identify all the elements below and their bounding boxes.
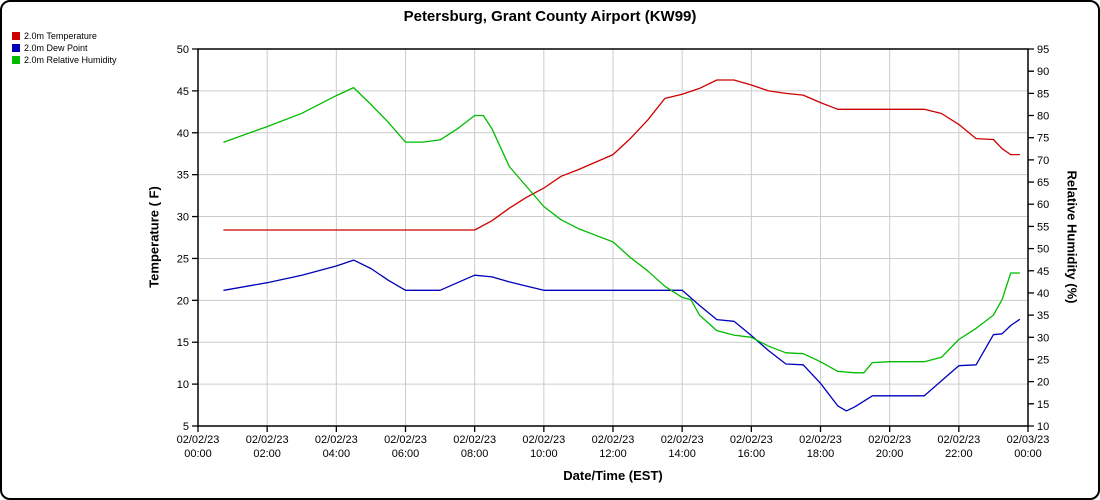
left-tick-label: 15: [177, 337, 189, 349]
x-tick-date: 02/02/23: [661, 434, 704, 446]
x-tick-time: 14:00: [668, 448, 696, 460]
right-tick-label: 85: [1037, 88, 1049, 100]
legend-label-dew-point: 2.0m Dew Point: [24, 43, 88, 53]
right-tick-label: 55: [1037, 221, 1049, 233]
right-tick-label: 75: [1037, 133, 1049, 145]
x-tick-date: 02/02/23: [730, 434, 773, 446]
x-tick-time: 00:00: [1014, 448, 1042, 460]
x-tick-date: 02/02/23: [246, 434, 289, 446]
relative-humidity-swatch-icon: [12, 56, 20, 64]
x-tick-date: 02/02/23: [315, 434, 358, 446]
x-tick-time: 08:00: [461, 448, 489, 460]
right-tick-label: 10: [1037, 421, 1049, 433]
dew-point-line: [223, 259, 1021, 412]
right-tick-label: 90: [1037, 66, 1049, 78]
right-tick-label: 60: [1037, 199, 1049, 211]
left-tick-label: 5: [183, 421, 189, 433]
x-tick-time: 16:00: [738, 448, 766, 460]
left-tick-label: 10: [177, 379, 189, 391]
legend-item-dew-point: 2.0m Dew Point: [12, 42, 117, 54]
right-tick-label: 95: [1037, 44, 1049, 56]
right-tick-label: 35: [1037, 310, 1049, 322]
left-tick-label: 50: [177, 44, 189, 56]
y-axis-right-title: Relative Humidity (%): [1064, 170, 1080, 304]
left-tick-label: 40: [177, 128, 189, 140]
left-tick-label: 20: [177, 295, 189, 307]
x-axis-title: Date/Time (EST): [563, 468, 663, 483]
left-tick-label: 30: [177, 212, 189, 224]
left-tick-label: 25: [177, 253, 189, 265]
x-tick-date: 02/02/23: [453, 434, 496, 446]
x-tick-time: 00:00: [184, 448, 212, 460]
right-tick-label: 15: [1037, 399, 1049, 411]
x-tick-time: 22:00: [945, 448, 973, 460]
legend-item-relative-humidity: 2.0m Relative Humidity: [12, 54, 117, 66]
dew-point-swatch-icon: [12, 44, 20, 52]
x-tick-date: 02/02/23: [384, 434, 427, 446]
chart-title: Petersburg, Grant County Airport (KW99): [403, 8, 697, 25]
right-tick-label: 80: [1037, 111, 1049, 123]
x-tick-date: 02/02/23: [177, 434, 220, 446]
left-tick-label: 35: [177, 170, 189, 182]
plot-border: [197, 48, 1029, 427]
left-tick-label: 45: [177, 86, 189, 98]
right-tick-label: 30: [1037, 332, 1049, 344]
right-tick-label: 25: [1037, 354, 1049, 366]
right-tick-label: 20: [1037, 377, 1049, 389]
x-tick-date: 02/02/23: [799, 434, 842, 446]
relative-humidity-line: [223, 86, 1021, 374]
x-tick-date: 02/02/23: [937, 434, 980, 446]
x-tick-time: 02:00: [253, 448, 281, 460]
x-tick-time: 10:00: [530, 448, 558, 460]
temperature-swatch-icon: [12, 32, 20, 40]
x-tick-date: 02/02/23: [592, 434, 635, 446]
y-axis-left-title: Temperature ( F): [146, 186, 162, 288]
right-tick-label: 70: [1037, 155, 1049, 167]
x-tick-date: 02/02/23: [522, 434, 565, 446]
right-tick-label: 65: [1037, 177, 1049, 189]
x-tick-time: 20:00: [876, 448, 904, 460]
x-tick-time: 18:00: [807, 448, 835, 460]
legend-label-relative-humidity: 2.0m Relative Humidity: [24, 55, 117, 65]
temperature-line: [223, 79, 1021, 231]
right-tick-label: 45: [1037, 266, 1049, 278]
legend-label-temperature: 2.0m Temperature: [24, 31, 97, 41]
x-tick-date: 02/03/23: [1007, 434, 1050, 446]
x-tick-time: 04:00: [323, 448, 351, 460]
x-tick-date: 02/02/23: [868, 434, 911, 446]
x-tick-time: 06:00: [392, 448, 420, 460]
legend: 2.0m Temperature 2.0m Dew Point 2.0m Rel…: [12, 30, 117, 66]
x-tick-time: 12:00: [599, 448, 627, 460]
legend-item-temperature: 2.0m Temperature: [12, 30, 117, 42]
right-tick-label: 50: [1037, 244, 1049, 256]
right-tick-label: 40: [1037, 288, 1049, 300]
